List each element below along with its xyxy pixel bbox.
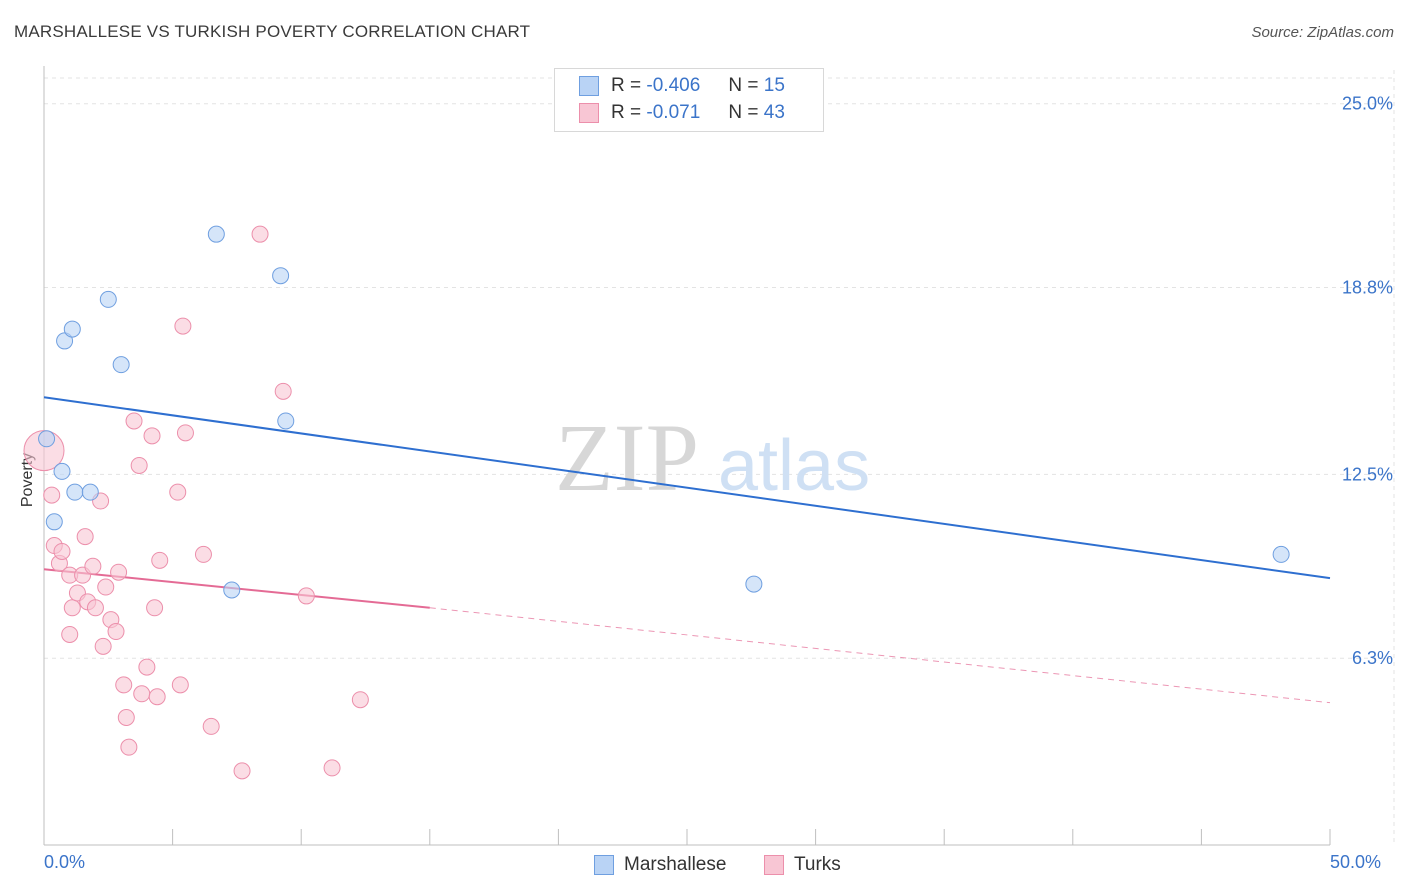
turks-point [138, 658, 156, 676]
turks-point [110, 563, 128, 581]
turks-point [125, 412, 143, 430]
legend-label-turks: Turks [794, 854, 841, 875]
legend-r-value: -0.406 [646, 75, 701, 96]
x-tick-label-min: 0.0% [44, 852, 86, 872]
legend-row-turks: R = -0.071 N = 43 [579, 101, 785, 125]
marshallese-point [99, 290, 117, 308]
marshallese-swatch [594, 855, 614, 875]
turks-point [84, 557, 102, 575]
marshallese-point [63, 320, 81, 338]
watermark: ZIP atlas [555, 404, 870, 511]
marshallese-point [745, 575, 763, 593]
turks-point [63, 599, 81, 617]
marshallese-point [56, 332, 74, 350]
marshallese-point [272, 267, 290, 285]
marshallese-trend-line [43, 396, 1331, 580]
legend-r-label: R = [611, 102, 642, 123]
turks-point [130, 456, 148, 474]
turks-point [146, 599, 164, 617]
marshallese-point [81, 483, 99, 501]
source-label: Source: ZipAtlas.com [1251, 24, 1394, 41]
legend-r-label: R = [611, 75, 642, 96]
marshallese-point [53, 462, 71, 480]
marshallese-point [207, 225, 225, 243]
legend-n-value: 43 [763, 102, 785, 123]
turks-point [194, 545, 212, 563]
turks-point [53, 542, 71, 560]
marshallese-point [1272, 545, 1290, 563]
turks-point [274, 382, 292, 400]
turks-point [351, 691, 369, 709]
turks-point [117, 709, 135, 726]
turks-point [151, 551, 169, 569]
legend-r-value: -0.071 [646, 102, 701, 123]
turks-point [133, 685, 151, 703]
correlation-legend: R = -0.406 N = 15 R = -0.071 N = 43 [554, 68, 824, 132]
marshallese-swatch [579, 76, 599, 96]
marshallese-point [45, 513, 63, 531]
turks-point [169, 483, 187, 501]
turks-point [148, 688, 166, 706]
data-points [23, 225, 1290, 780]
turks-point [86, 599, 104, 617]
turks-point [107, 623, 125, 641]
marshallese-point [277, 412, 295, 430]
turks-point [143, 427, 161, 445]
x-tick-label-max: 50.0% [1330, 852, 1382, 872]
chart-title: MARSHALLESE VS TURKISH POVERTY CORRELATI… [14, 22, 531, 41]
y-tick-label: 18.8% [1342, 278, 1393, 298]
legend-row-marshallese: R = -0.406 N = 15 [579, 74, 785, 98]
turks-point [176, 424, 194, 442]
turks-point [323, 759, 341, 777]
turks-point [202, 717, 220, 735]
marshallese-point [112, 356, 130, 374]
bottom-legend-turks: Turks [764, 852, 841, 878]
turks-point [76, 528, 94, 546]
turks-swatch [764, 855, 784, 875]
turks-point [233, 762, 251, 780]
turks-point [120, 738, 138, 756]
turks-swatch [579, 103, 599, 123]
turks-point [297, 587, 315, 605]
legend-n-label: N = [728, 75, 759, 96]
turks-point [94, 637, 112, 655]
bottom-legend-marshallese: Marshallese [594, 852, 726, 878]
y-tick-label: 25.0% [1342, 94, 1393, 114]
turks-point [171, 676, 189, 694]
marshallese-point [66, 483, 84, 501]
y-tick-labels: 6.3% 12.5% 18.8% 25.0% [1342, 94, 1393, 668]
turks-point [61, 625, 79, 643]
watermark-zip: ZIP [555, 404, 699, 511]
turks-point [43, 486, 61, 504]
turks-point [115, 676, 133, 694]
legend-label-marshallese: Marshallese [624, 854, 727, 875]
turks-point [97, 578, 115, 596]
turks-point [251, 225, 269, 243]
legend-n-value: 15 [763, 75, 785, 96]
y-tick-label: 12.5% [1342, 464, 1393, 484]
legend-n-label: N = [728, 102, 759, 123]
marshallese-point [223, 581, 241, 599]
turks-point [174, 317, 192, 335]
turks-trend-extension [429, 607, 1331, 704]
y-tick-label: 6.3% [1352, 648, 1393, 668]
watermark-atlas: atlas [718, 426, 870, 506]
marshallese-point [38, 430, 56, 448]
